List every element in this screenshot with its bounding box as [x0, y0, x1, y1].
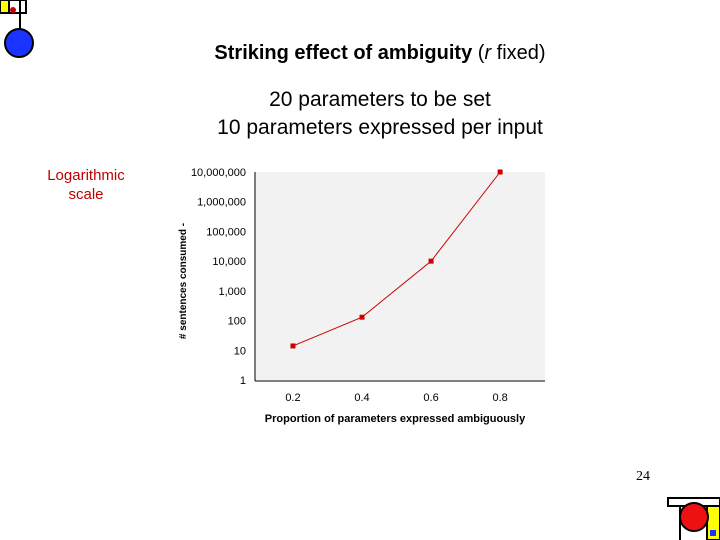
title-variable: r: [484, 42, 492, 64]
x-tick-label: 0.4: [354, 392, 369, 404]
data-point: [497, 169, 503, 175]
y-tick-label: 100,000: [206, 226, 246, 238]
x-tick-label: 0.8: [492, 392, 507, 404]
y-tick-label: 1: [240, 375, 246, 387]
corner-decoration-bottom-right: [667, 497, 720, 540]
y-tick-label: 10,000,000: [191, 167, 246, 179]
annotation-line-1: Logarithmic: [47, 167, 125, 184]
title-rest: fixed): [491, 42, 546, 64]
red-circle-icon: [679, 502, 709, 532]
slide-title: Striking effect of ambiguity (r fixed): [0, 42, 720, 65]
data-point: [359, 314, 365, 320]
title-bold: Striking effect of ambiguity: [214, 42, 473, 64]
subtitle-line-1: 20 parameters to be set: [269, 88, 491, 111]
page-number: 24: [636, 469, 650, 484]
y-tick-label: 10,000: [212, 256, 246, 268]
y-axis-label: # sentences consumed -: [178, 223, 189, 339]
title-paren-open: (: [477, 42, 485, 64]
subtitle-line-2: 10 parameters expressed per input: [217, 116, 543, 139]
corner-decoration-top-left: [0, 0, 34, 58]
series-line: [292, 171, 501, 347]
y-tick-label: 100: [228, 316, 246, 328]
y-tick-label: 1,000,000: [197, 197, 246, 209]
y-tick-label: 10: [234, 345, 246, 357]
x-tick-label: 0.6: [423, 392, 438, 404]
log-scale-annotation: Logarithmic scale: [36, 166, 136, 204]
annotation-line-2: scale: [68, 186, 104, 203]
red-dot-icon: [10, 7, 16, 13]
data-point: [428, 258, 434, 264]
x-tick-label: 0.2: [285, 392, 300, 404]
plot-area: [255, 172, 545, 380]
y-tick-label: 1,000: [218, 286, 246, 298]
x-axis-label: Proportion of parameters expressed ambig…: [265, 413, 526, 425]
blue-square-icon: [710, 530, 716, 536]
data-point: [290, 343, 296, 349]
blue-circle-icon: [4, 28, 34, 58]
